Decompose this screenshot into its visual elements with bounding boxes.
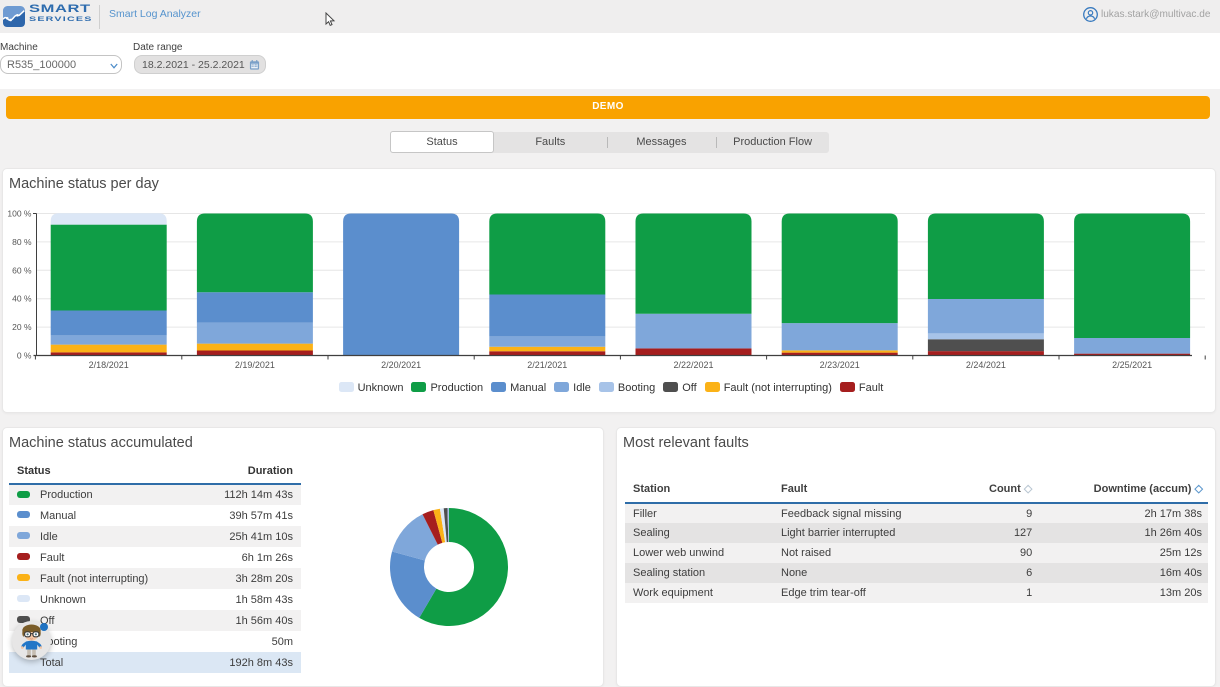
svg-text:0 %: 0 % [17,351,32,361]
svg-text:2/23/2021: 2/23/2021 [820,360,860,370]
svg-text:40 %: 40 % [12,294,32,304]
svg-text:2/22/2021: 2/22/2021 [673,360,713,370]
svg-text:2/24/2021: 2/24/2021 [966,360,1006,370]
svg-text:20 %: 20 % [12,322,32,332]
svg-text:2/19/2021: 2/19/2021 [235,360,275,370]
svg-text:2/21/2021: 2/21/2021 [527,360,567,370]
svg-text:2/20/2021: 2/20/2021 [381,360,421,370]
svg-text:2/25/2021: 2/25/2021 [1112,360,1152,370]
svg-text:60 %: 60 % [12,265,32,275]
svg-text:2/18/2021: 2/18/2021 [89,360,129,370]
svg-text:80 %: 80 % [12,237,32,247]
svg-text:100 %: 100 % [7,209,32,219]
